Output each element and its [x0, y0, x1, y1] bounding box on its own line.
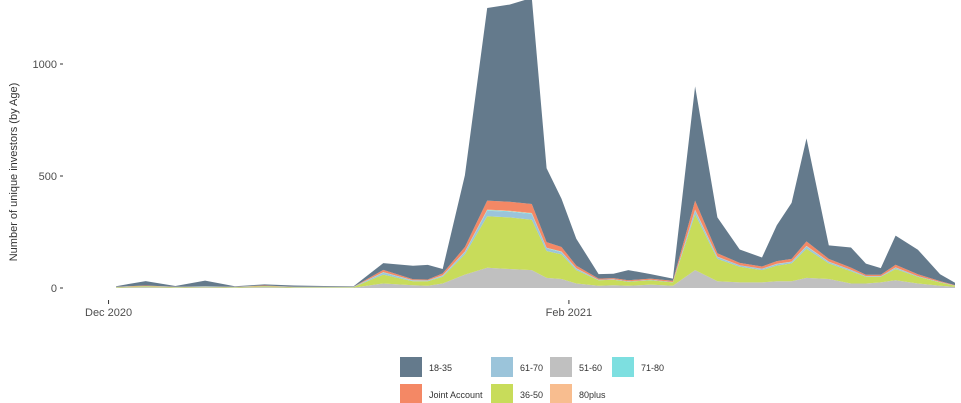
legend-swatch-80plus — [550, 384, 572, 403]
legend-label-61-70: 61-70 — [520, 363, 543, 373]
legend: 18-35 61-70 51-60 71-80 Joint Account 36-50 80… — [400, 357, 664, 403]
y-axis: 0 500 1000 — [33, 59, 63, 295]
x-tick-label: Dec 2020 — [85, 307, 132, 319]
legend-swatch-71-80 — [612, 357, 634, 377]
area-61-70 — [116, 210, 955, 288]
y-tick-label: 500 — [39, 171, 57, 183]
legend-swatch-36-50 — [491, 384, 513, 403]
area-18-35 — [116, 0, 955, 287]
area-joint-account — [116, 200, 955, 287]
x-axis: Dec 2020 Feb 2021 — [85, 300, 592, 319]
area-layer — [116, 0, 955, 288]
y-tick-label: 1000 — [33, 59, 57, 71]
area-51-60 — [116, 267, 955, 288]
legend-label-51-60: 51-60 — [579, 363, 602, 373]
legend-label-36-50: 36-50 — [520, 390, 543, 400]
legend-swatch-51-60 — [550, 357, 572, 377]
legend-swatch-61-70 — [491, 357, 513, 377]
legend-label-71-80: 71-80 — [641, 363, 664, 373]
legend-swatch-18-35 — [400, 357, 422, 377]
y-axis-title: Number of unique investors (by Age) — [8, 83, 20, 262]
legend-label-80plus: 80plus — [579, 390, 606, 400]
legend-swatch-joint-account — [400, 384, 422, 403]
area-36-50 — [116, 214, 955, 288]
legend-label-joint-account: Joint Account — [429, 390, 483, 400]
y-tick-label: 0 — [51, 283, 57, 295]
legend-label-18-35: 18-35 — [429, 363, 452, 373]
x-tick-label: Feb 2021 — [546, 307, 592, 319]
